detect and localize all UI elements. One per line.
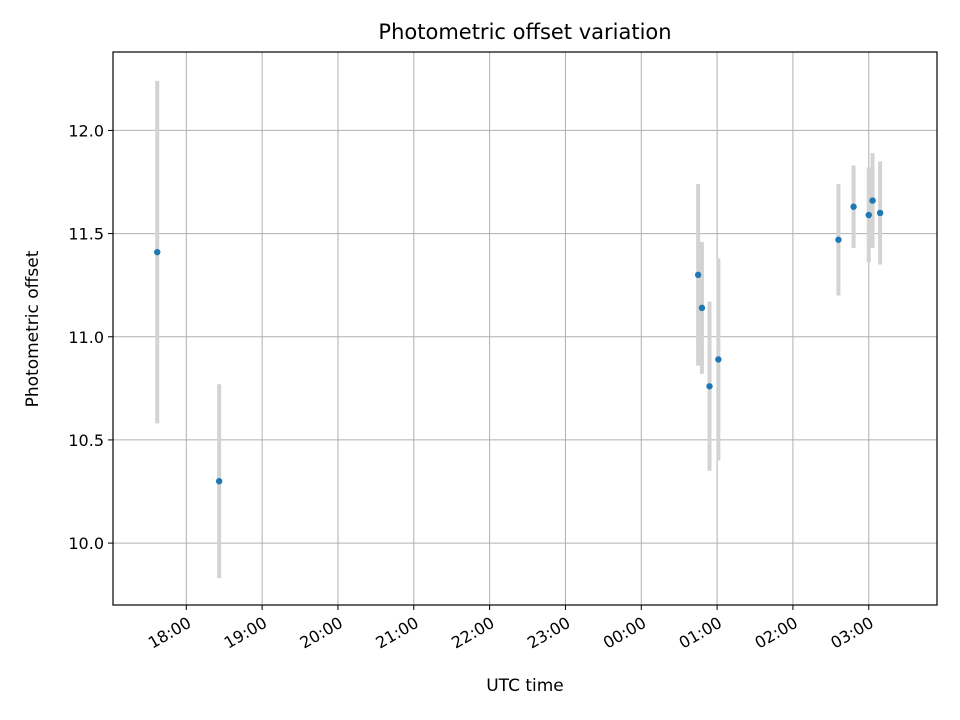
data-point bbox=[215, 477, 223, 485]
y-tick-label: 11.0 bbox=[68, 328, 104, 347]
data-point bbox=[715, 356, 722, 363]
x-tick-label: 23:00 bbox=[524, 613, 573, 653]
x-axis: 18:00 19:00 20:00 21:00 22:00 23:00 00:00 01:00… bbox=[145, 605, 877, 653]
data-point bbox=[835, 236, 842, 243]
x-tick-label: 19:00 bbox=[221, 613, 270, 653]
error-bars bbox=[155, 80, 883, 579]
data-point bbox=[865, 211, 872, 219]
data-point bbox=[850, 203, 857, 210]
y-tick-label: 10.0 bbox=[68, 534, 104, 553]
x-tick-label: 02:00 bbox=[751, 613, 800, 653]
plot-frame bbox=[112, 51, 938, 606]
y-axis: 10.0 10.5 11.0 11.5 12.0 bbox=[68, 121, 113, 553]
x-tick-label: 21:00 bbox=[372, 613, 421, 653]
data-point bbox=[706, 383, 713, 390]
x-tick-label: 20:00 bbox=[297, 613, 346, 653]
x-tick-label: 01:00 bbox=[676, 613, 725, 653]
data-point bbox=[154, 248, 161, 256]
y-tick-label: 12.0 bbox=[68, 121, 104, 140]
data-point bbox=[876, 209, 884, 217]
x-tick-label: 18:00 bbox=[145, 613, 194, 653]
x-axis-label: UTC time bbox=[486, 676, 564, 696]
data-point bbox=[698, 304, 706, 312]
x-tick-label: 00:00 bbox=[600, 613, 649, 653]
chart-title: Photometric offset variation bbox=[378, 20, 671, 44]
x-tick-label: 22:00 bbox=[448, 613, 497, 653]
data-points bbox=[154, 197, 884, 485]
x-tick-label: 03:00 bbox=[827, 613, 876, 653]
grid bbox=[113, 52, 937, 605]
y-tick-label: 11.5 bbox=[68, 225, 104, 244]
y-tick-label: 10.5 bbox=[68, 431, 104, 450]
y-axis-label: Photometric offset bbox=[23, 250, 43, 407]
data-point bbox=[694, 271, 702, 279]
data-point bbox=[869, 197, 876, 204]
